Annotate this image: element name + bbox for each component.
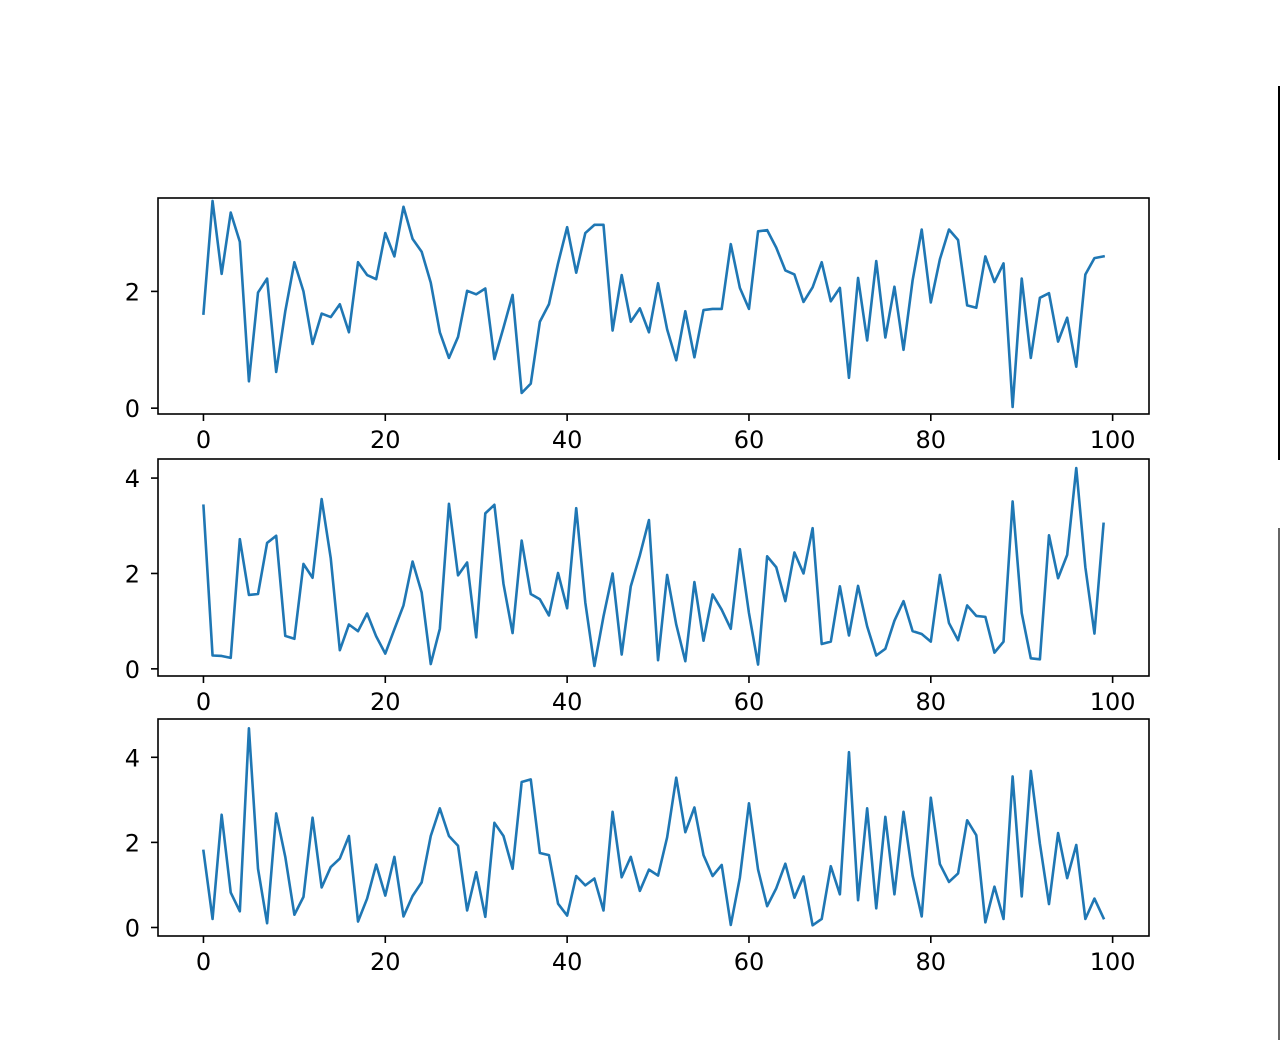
x-tick-label-2-5: 100	[1090, 688, 1136, 716]
x-tick-label-2-1: 20	[370, 688, 401, 716]
x-tick-label-1-1: 20	[370, 426, 401, 454]
y-tick-label-1-0: 0	[125, 395, 140, 423]
x-tick-label-1-2: 40	[552, 426, 583, 454]
y-tick-label-1-1: 2	[125, 278, 140, 306]
y-tick-label-2-2: 4	[125, 465, 140, 493]
y-tick-label-3-1: 2	[125, 829, 140, 857]
subplot-2: 0 20 40 60 80 100 0 2 4	[125, 458, 1150, 716]
x-tick-label-1-3: 60	[734, 426, 765, 454]
y-tick-label-3-0: 0	[125, 914, 140, 942]
x-tick-label-2-2: 40	[552, 688, 583, 716]
subplot-1: 0 20 40 60 80 100 0 2	[125, 197, 1150, 454]
x-tick-label-1-0: 0	[196, 426, 211, 454]
x-tick-label-2-4: 80	[916, 688, 947, 716]
axes-frame-3	[157, 718, 1150, 937]
axes-frame-1	[157, 197, 1150, 415]
x-tick-label-1-5: 100	[1090, 426, 1136, 454]
x-tick-label-3-3: 60	[734, 948, 765, 976]
x-tick-label-2-0: 0	[196, 688, 211, 716]
series-line-1	[202, 199, 1106, 409]
axes-frame-2	[157, 458, 1150, 677]
series-line-3	[201, 727, 1106, 927]
y-tick-label-2-1: 2	[125, 560, 140, 588]
x-tick-label-1-4: 80	[916, 426, 947, 454]
x-tick-label-3-2: 40	[552, 948, 583, 976]
x-tick-label-2-3: 60	[734, 688, 765, 716]
x-tick-label-3-4: 80	[916, 948, 947, 976]
y-tick-label-3-2: 4	[125, 744, 140, 772]
series-line-2	[202, 466, 1105, 668]
x-tick-label-3-1: 20	[370, 948, 401, 976]
subplot-3: 0 20 40 60 80 100 0 2 4	[125, 718, 1150, 976]
x-tick-label-3-5: 100	[1090, 948, 1136, 976]
y-tick-label-2-0: 0	[125, 656, 140, 684]
x-tick-label-3-0: 0	[196, 948, 211, 976]
